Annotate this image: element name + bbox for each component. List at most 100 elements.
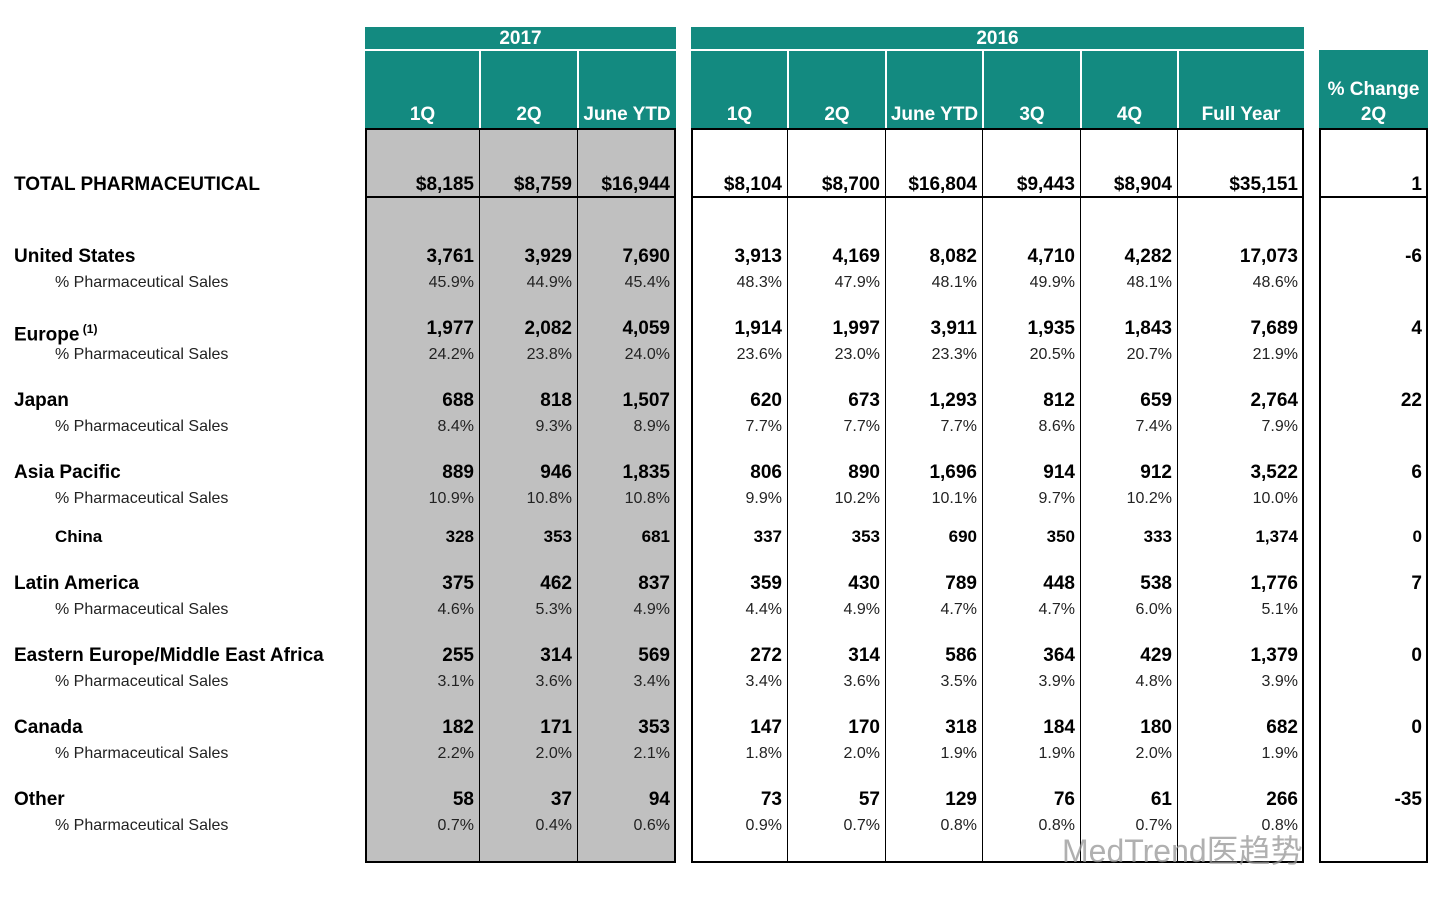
cell-value: 129 [945,789,977,810]
cell-value: 3.6% [535,673,572,690]
cell-value: 21.9% [1252,346,1298,363]
cell-value: 3.5% [940,673,977,690]
column-header: June YTD [583,104,671,125]
cell-value: 0 [1411,645,1422,666]
header-col-divider [1080,50,1082,128]
cell-value: 17,073 [1239,246,1298,267]
cell-value: 1,977 [426,318,474,339]
cell-value: 0.8% [1261,817,1298,834]
cell-value: 3,761 [426,246,474,267]
row-label: % Pharmaceutical Sales [55,274,229,291]
col-divider [577,128,578,863]
cell-value: 1,374 [1255,527,1298,546]
cell-value: 94 [648,789,670,810]
header-band [365,27,676,128]
header-band [691,27,1304,128]
row-label: % Pharmaceutical Sales [55,817,229,834]
cell-value: 1,914 [734,318,782,339]
cell-value: 57 [858,789,880,810]
cell-value: 8,082 [929,246,977,267]
cell-value: 0.7% [1135,817,1172,834]
cell-value: 76 [1053,789,1075,810]
cell-value: 171 [540,717,572,738]
cell-value: 2.1% [633,745,670,762]
cell-value: 10.8% [624,490,670,507]
cell-value: 7 [1411,573,1422,594]
cell-value: 359 [750,573,782,594]
cell-value: 4.7% [1038,601,1075,618]
cell-value: 45.9% [428,274,474,291]
cell-value: 61 [1150,789,1172,810]
cell-value: 20.5% [1029,346,1075,363]
cell-value: 2,764 [1250,390,1298,411]
row-label: TOTAL PHARMACEUTICAL [14,174,260,195]
cell-value: 49.9% [1029,274,1075,291]
cell-value: 789 [945,573,977,594]
cell-value: 7.4% [1135,418,1172,435]
cell-value: $8,700 [821,174,880,195]
cell-value: 1,835 [622,462,670,483]
cell-value: $16,804 [908,174,977,195]
cell-value: 806 [750,462,782,483]
header-divider [365,49,676,51]
column-header: % Change [1327,79,1420,100]
header-col-divider [1177,50,1179,128]
row-label: Japan [14,390,69,411]
cell-value: 3.1% [437,673,474,690]
cell-value: $8,904 [1113,174,1172,195]
cell-value: 47.9% [834,274,880,291]
cell-value: 4,059 [622,318,670,339]
cell-value: 8.4% [437,418,474,435]
cell-value: 0.8% [1038,817,1075,834]
cell-value: 333 [1143,527,1172,546]
row-label: % Pharmaceutical Sales [55,745,229,762]
header-col-divider [787,50,789,128]
column-header: 1Q [726,104,753,125]
col-divider [982,128,983,863]
cell-value: 180 [1140,717,1172,738]
cell-value: 0 [1411,717,1422,738]
cell-value: 10.1% [931,490,977,507]
col-divider [479,128,480,863]
block-body [365,128,676,863]
row-label: % Pharmaceutical Sales [55,673,229,690]
cell-value: 3,522 [1250,462,1298,483]
row-label: % Pharmaceutical Sales [55,418,229,435]
column-header: 4Q [1116,104,1143,125]
cell-value: 569 [638,645,670,666]
column-header: 1Q [409,104,436,125]
cell-value: 255 [442,645,474,666]
cell-value: 10.8% [526,490,572,507]
cell-value: 1.9% [1038,745,1075,762]
column-header: Full Year [1201,104,1281,125]
watermark: MedTrend医趋势 [1062,833,1303,869]
header-col-divider [577,50,579,128]
cell-value: 3.9% [1038,673,1075,690]
cell-value: 4.4% [745,601,782,618]
cell-value: 812 [1043,390,1075,411]
cell-value: 375 [442,573,474,594]
cell-value: 5.1% [1261,601,1298,618]
row-label: Other [14,789,65,810]
cell-value: 266 [1266,789,1298,810]
cell-value: 429 [1140,645,1172,666]
cell-value: 0 [1412,527,1422,546]
cell-value: 3.9% [1261,673,1298,690]
row-label: Eastern Europe/Middle East Africa [14,645,324,666]
cell-value: 353 [851,527,880,546]
cell-value: 1,776 [1250,573,1298,594]
cell-value: 1 [1411,174,1422,195]
cell-value: 7.7% [843,418,880,435]
cell-value: 914 [1043,462,1075,483]
row-label: Canada [14,717,83,738]
cell-value: $16,944 [601,174,670,195]
row-label: Latin America [14,573,139,594]
cell-value: 4,710 [1027,246,1075,267]
cell-value: 318 [945,717,977,738]
cell-value: 20.7% [1126,346,1172,363]
cell-value: 946 [540,462,572,483]
cell-value: $9,443 [1016,174,1075,195]
row-label: United States [14,246,136,267]
cell-value: 818 [540,390,572,411]
footnote-mark: (1) [79,322,98,336]
